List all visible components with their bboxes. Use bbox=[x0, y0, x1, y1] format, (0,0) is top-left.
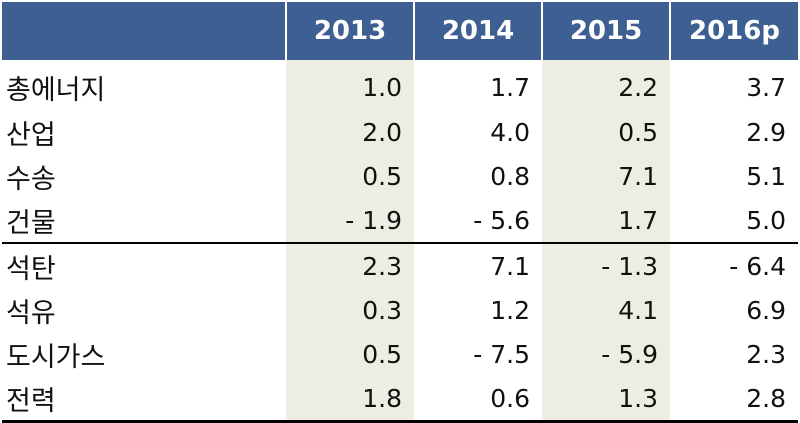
column-header-2015: 2015 bbox=[541, 2, 670, 60]
table-cell: 4.0 bbox=[490, 117, 530, 147]
table-cell: 0.6 bbox=[414, 376, 542, 423]
table-cell: 1.7 bbox=[542, 198, 670, 244]
table-cell: 7.1 bbox=[490, 251, 530, 281]
table-cell: 5.0 bbox=[670, 198, 798, 244]
table-cell: - 5.9 bbox=[542, 332, 670, 376]
column-header-2014: 2014 bbox=[413, 2, 542, 60]
table-row: 산업 2.0 4.0 0.5 2.9 bbox=[2, 110, 798, 154]
table-cell: 4.1 bbox=[542, 288, 670, 332]
table-cell: 6.9 bbox=[746, 295, 786, 325]
table-row: 건물 - 1.9 - 5.6 1.7 5.0 bbox=[2, 198, 798, 244]
row-label: 건물 bbox=[2, 198, 286, 244]
row-label: 수송 bbox=[6, 163, 56, 195]
table-cell: 3.7 bbox=[746, 72, 786, 102]
column-header-2016p: 2016p bbox=[669, 2, 798, 60]
table-cell: 5.1 bbox=[746, 161, 786, 191]
table-cell: - 5.6 bbox=[414, 198, 542, 244]
table-cell: - 6.4 bbox=[729, 251, 786, 281]
table-cell: - 1.3 bbox=[542, 243, 670, 288]
table-cell: 0.5 bbox=[286, 154, 414, 198]
table-cell: 0.3 bbox=[286, 288, 414, 332]
table-cell: 2.2 bbox=[542, 60, 670, 110]
row-label: 도시가스 bbox=[6, 341, 106, 373]
table-cell: 2.8 bbox=[670, 376, 798, 423]
table-row: 수송 0.5 0.8 7.1 5.1 bbox=[2, 154, 798, 198]
table-cell: 1.7 bbox=[490, 72, 530, 102]
table-cell: 2.3 bbox=[746, 339, 786, 369]
table-cell: 0.8 bbox=[490, 161, 530, 191]
table-header-row: 2013 2014 2015 2016p bbox=[2, 2, 798, 60]
table-cell: 1.2 bbox=[490, 295, 530, 325]
header-blank-cell bbox=[2, 2, 286, 60]
table-row: 총에너지 1.0 1.7 2.2 3.7 bbox=[2, 60, 798, 110]
table-row: 도시가스 0.5 - 7.5 - 5.9 2.3 bbox=[2, 332, 798, 376]
row-label: 전력 bbox=[2, 376, 286, 423]
table-cell: - 1.9 bbox=[286, 198, 414, 244]
table-cell: 1.0 bbox=[286, 60, 414, 110]
row-label: 석유 bbox=[6, 297, 56, 329]
table-cell: 0.5 bbox=[542, 110, 670, 154]
column-header-2013: 2013 bbox=[285, 2, 414, 60]
row-label: 총에너지 bbox=[6, 74, 106, 106]
row-label: 산업 bbox=[6, 119, 56, 151]
table-cell: 2.0 bbox=[286, 110, 414, 154]
table-cell: 2.3 bbox=[286, 243, 414, 288]
row-label: 석탄 bbox=[6, 253, 56, 285]
table-row: 석유 0.3 1.2 4.1 6.9 bbox=[2, 288, 798, 332]
table-cell: 1.8 bbox=[286, 376, 414, 423]
table-row: 석탄 2.3 7.1 - 1.3 - 6.4 bbox=[2, 243, 798, 288]
table-cell: 2.9 bbox=[746, 117, 786, 147]
table-row: 전력 1.8 0.6 1.3 2.8 bbox=[2, 376, 798, 423]
table-cell: 1.3 bbox=[542, 376, 670, 423]
table-cell: - 7.5 bbox=[473, 339, 530, 369]
table-cell: 7.1 bbox=[542, 154, 670, 198]
table-cell: 0.5 bbox=[286, 332, 414, 376]
